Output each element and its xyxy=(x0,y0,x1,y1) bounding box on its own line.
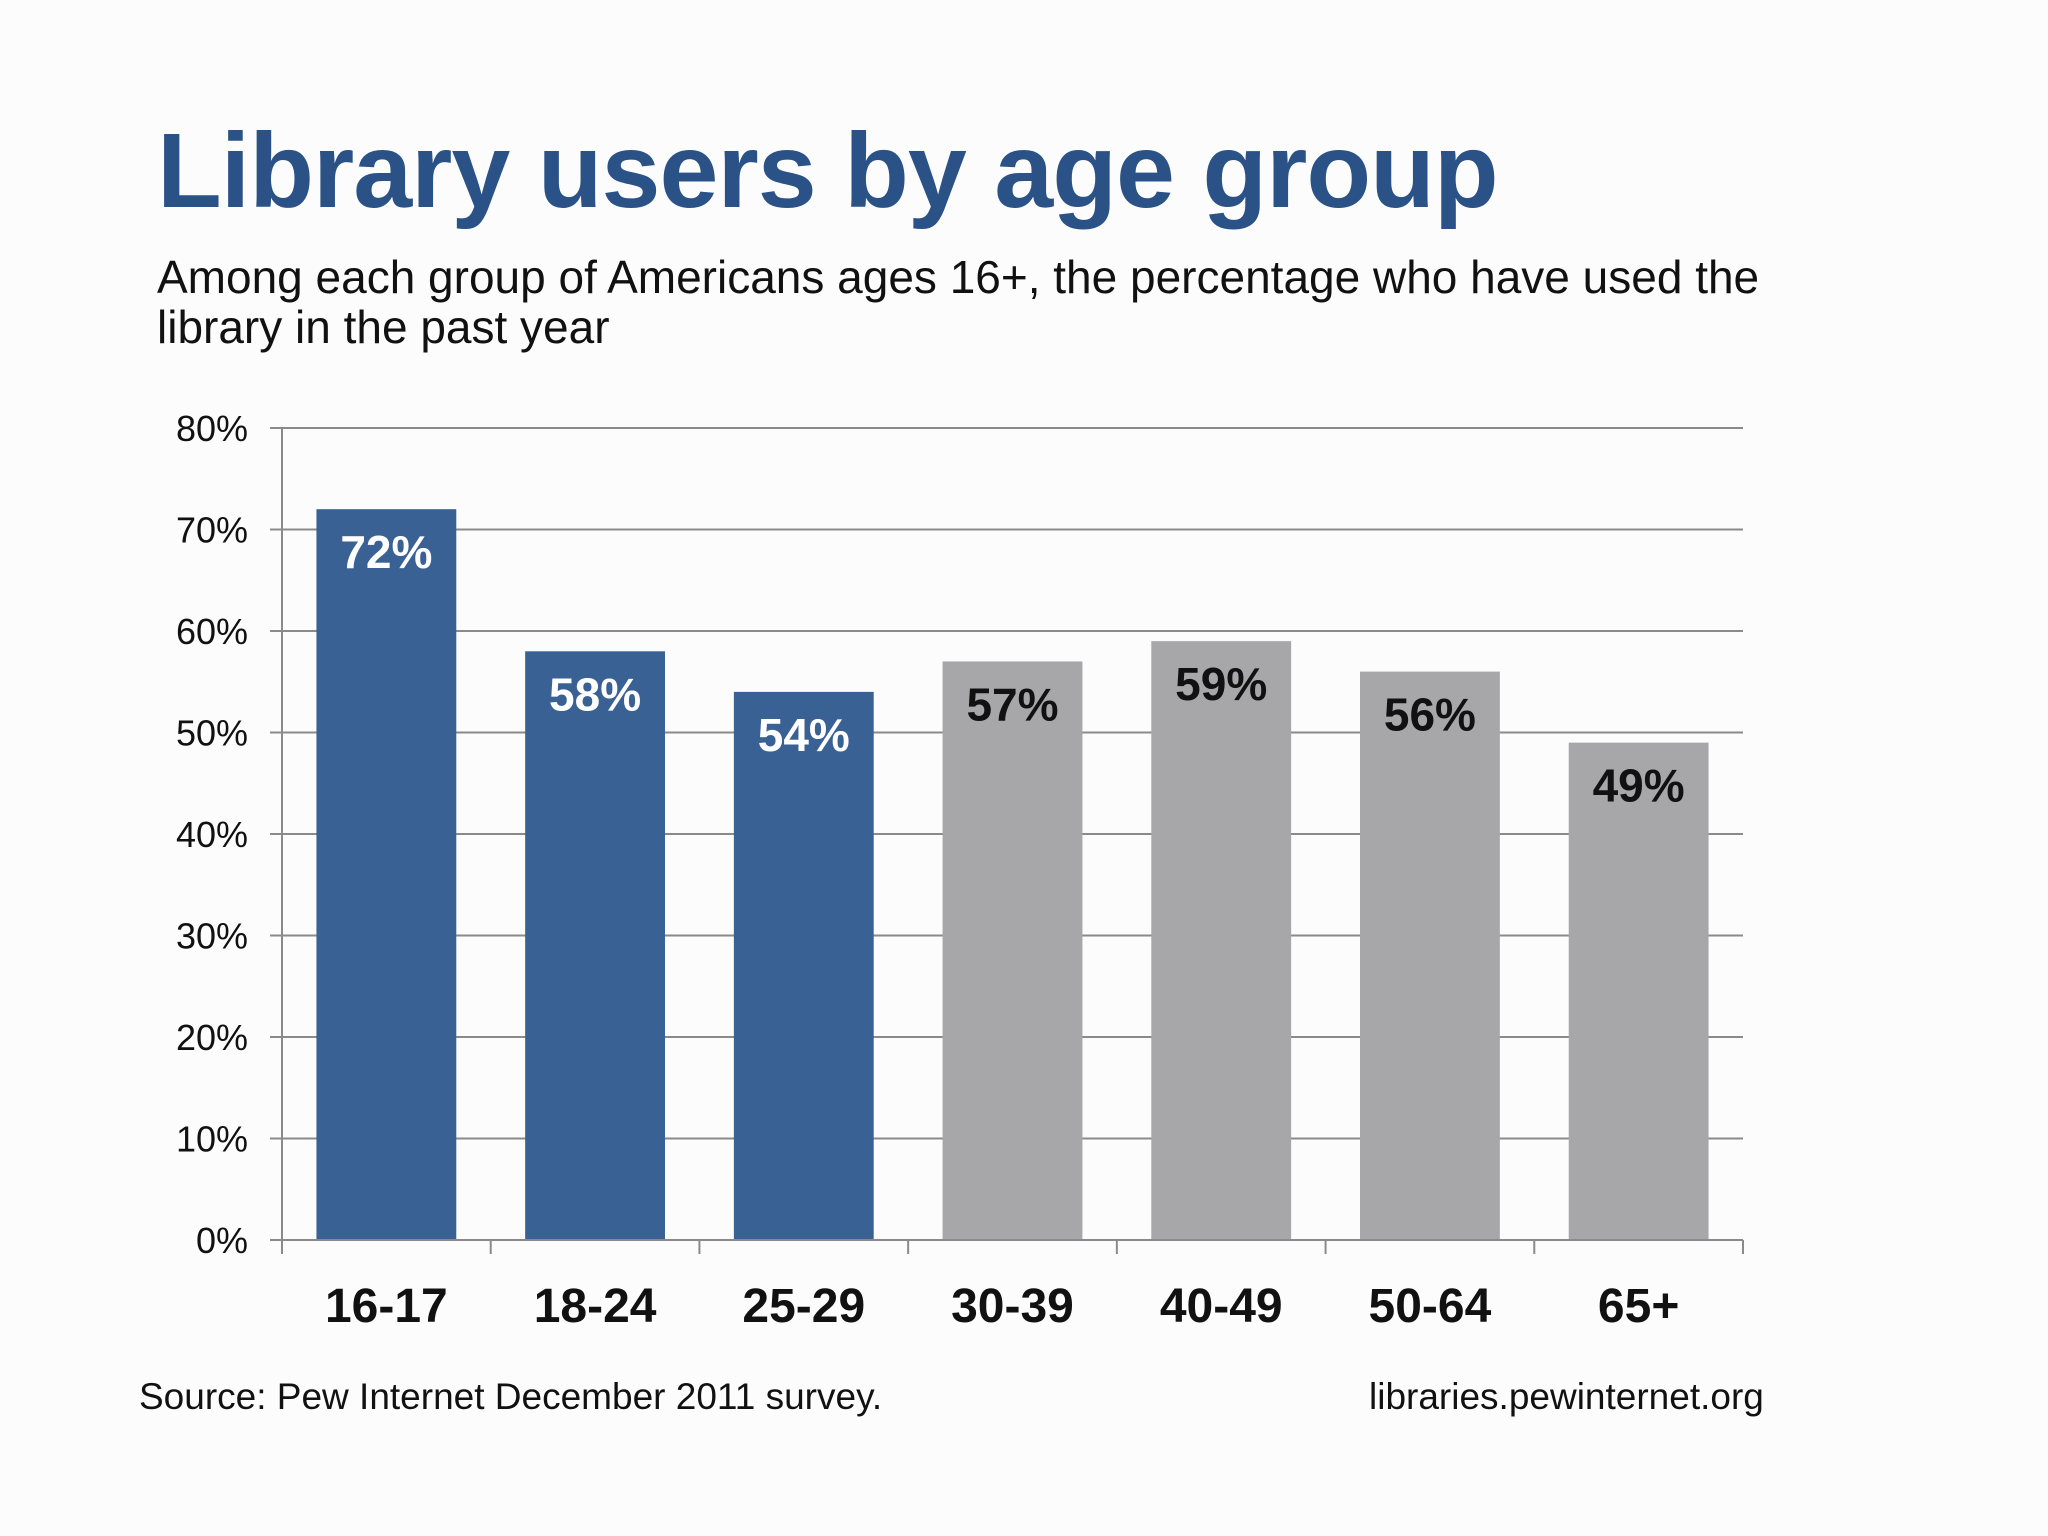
value-labels: 72% 58% 54% 57% 59% 56% 49% xyxy=(340,526,1684,811)
x-tick-label: 30-39 xyxy=(951,1280,1074,1333)
data-label: 56% xyxy=(1384,689,1476,741)
bars xyxy=(316,509,1709,1240)
y-tick-label: 10% xyxy=(176,1119,248,1160)
data-label: 72% xyxy=(340,526,432,578)
site-url: libraries.pewinternet.org xyxy=(1369,1376,1764,1417)
data-label: 49% xyxy=(1593,760,1685,812)
x-tick-label: 65+ xyxy=(1598,1280,1679,1333)
bar xyxy=(1360,671,1500,1240)
data-label: 58% xyxy=(549,668,641,720)
x-tick-label: 16-17 xyxy=(325,1280,448,1333)
y-tick-label: 50% xyxy=(176,713,248,754)
y-axis-tick-labels: 0% 10% 20% 30% 40% 50% 60% 70% 80% xyxy=(176,408,248,1261)
bar xyxy=(1151,641,1292,1240)
y-tick-label: 30% xyxy=(176,916,248,957)
y-tick-label: 40% xyxy=(176,814,248,855)
chart-title: Library users by age group xyxy=(157,112,1499,230)
y-tick-label: 70% xyxy=(176,510,248,551)
chart-subtitle: Among each group of Americans ages 16+, … xyxy=(157,251,1760,353)
x-tick-label: 18-24 xyxy=(534,1280,657,1333)
bar xyxy=(733,691,874,1240)
x-tick-label: 25-29 xyxy=(742,1280,865,1333)
data-label: 59% xyxy=(1175,658,1267,710)
source-note: Source: Pew Internet December 2011 surve… xyxy=(139,1376,883,1417)
bar xyxy=(316,509,457,1240)
axes xyxy=(270,427,1744,1254)
x-tick-label: 50-64 xyxy=(1369,1280,1492,1333)
y-tick-label: 80% xyxy=(176,408,248,449)
bar xyxy=(942,661,1083,1240)
data-label: 54% xyxy=(758,709,850,761)
x-axis-tick-labels: 16-17 18-24 25-29 30-39 40-49 50-64 65+ xyxy=(325,1280,1679,1333)
y-tick-label: 20% xyxy=(176,1017,248,1058)
x-tick-label: 40-49 xyxy=(1160,1280,1283,1333)
y-tick-label: 60% xyxy=(176,611,248,652)
y-tick-label: 0% xyxy=(196,1220,248,1261)
bar xyxy=(525,651,665,1240)
bar xyxy=(1568,742,1709,1240)
data-label: 57% xyxy=(966,678,1058,730)
